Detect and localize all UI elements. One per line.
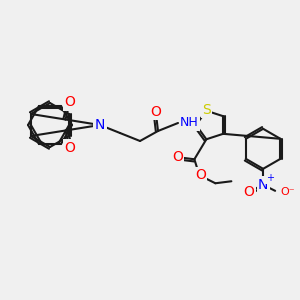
Text: O⁻: O⁻ xyxy=(280,187,295,197)
Text: O: O xyxy=(172,150,183,164)
Text: O: O xyxy=(244,185,255,199)
Text: O: O xyxy=(64,140,75,154)
Text: S: S xyxy=(202,103,211,117)
Text: N: N xyxy=(95,118,105,132)
Text: N: N xyxy=(258,178,268,192)
Text: +: + xyxy=(266,173,274,183)
Text: O: O xyxy=(151,105,161,119)
Text: O: O xyxy=(195,168,206,182)
Text: NH: NH xyxy=(180,116,199,130)
Text: O: O xyxy=(64,95,75,110)
